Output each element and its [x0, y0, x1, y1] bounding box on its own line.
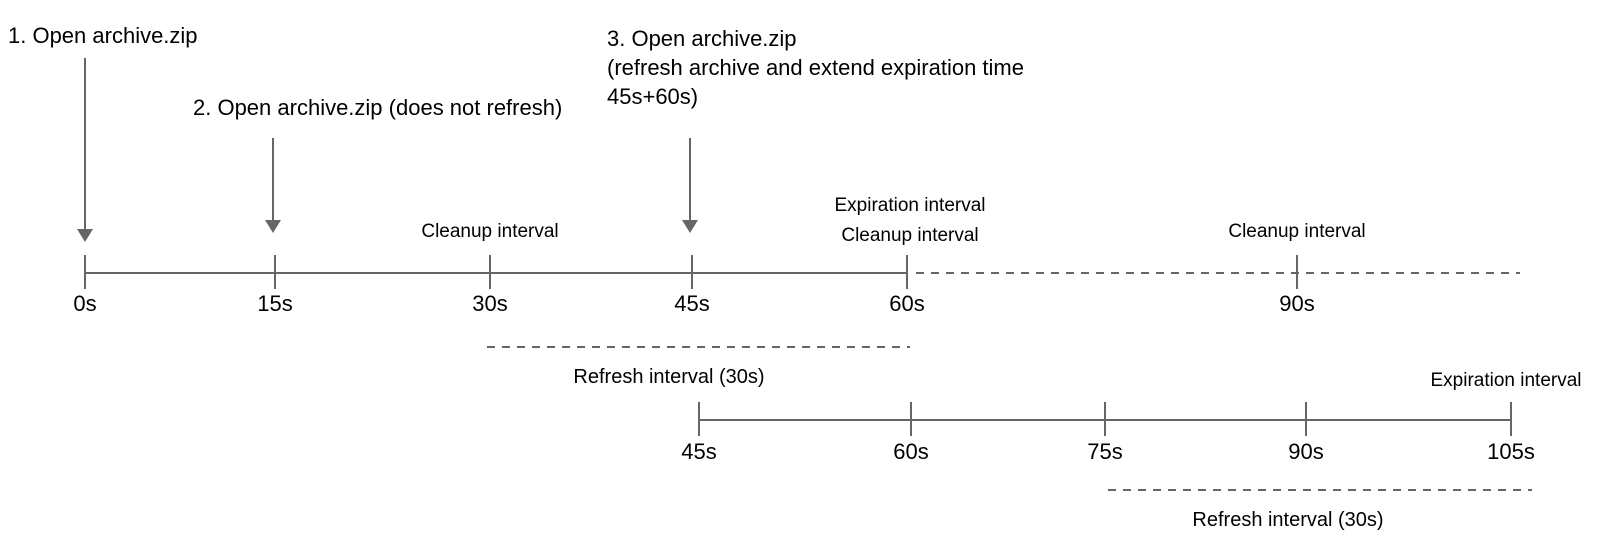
event-3-line-3: 45s+60s) [607, 84, 699, 109]
main-timeline-dashed-extension [916, 272, 1520, 274]
event-3-line-2: (refresh archive and extend expiration t… [607, 55, 1024, 80]
second-tick-label-45s: 45s [681, 439, 717, 464]
main-tick-label-45s: 45s [674, 291, 710, 316]
event-3-line-1: 3. Open archive.zip [607, 26, 797, 51]
main-timeline-line [84, 272, 908, 274]
second-tick-105s [1510, 402, 1512, 436]
second-tick-label-60s: 60s [893, 439, 929, 464]
second-tick-75s [1104, 402, 1106, 436]
event-3-arrowhead-icon [682, 220, 698, 233]
expiration-interval-label-60s: Expiration interval [834, 195, 986, 216]
main-tick-label-0s: 0s [73, 291, 97, 316]
second-tick-60s [910, 402, 912, 436]
main-tick-90s [1296, 255, 1298, 289]
cleanup-interval-label-60s: Cleanup interval [841, 225, 979, 246]
second-tick-label-90s: 90s [1288, 439, 1324, 464]
second-refresh-interval-dashed-line [1108, 489, 1532, 491]
event-3-label: 3. Open archive.zip (refresh archive and… [607, 24, 1024, 111]
main-tick-label-30s: 30s [472, 291, 508, 316]
second-tick-label-105s: 105s [1487, 439, 1535, 464]
event-2-arrowhead-icon [265, 220, 281, 233]
event-2-arrow [272, 138, 274, 221]
expiration-interval-label-105s: Expiration interval [1430, 370, 1582, 391]
main-tick-label-60s: 60s [889, 291, 925, 316]
cleanup-interval-label-90s: Cleanup interval [1228, 221, 1366, 242]
main-refresh-interval-label: Refresh interval (30s) [573, 366, 765, 388]
event-1-arrowhead-icon [77, 229, 93, 242]
event-3-arrow [689, 138, 691, 221]
main-refresh-interval-dashed-line [487, 346, 910, 348]
main-tick-label-15s: 15s [257, 291, 293, 316]
event-1-arrow [84, 58, 86, 230]
main-tick-0s [84, 255, 86, 289]
second-refresh-interval-label: Refresh interval (30s) [1192, 509, 1384, 531]
main-tick-label-90s: 90s [1279, 291, 1315, 316]
main-tick-45s [691, 255, 693, 289]
main-tick-60s [906, 255, 908, 289]
second-tick-45s [698, 402, 700, 436]
second-tick-label-75s: 75s [1087, 439, 1123, 464]
event-2-label: 2. Open archive.zip (does not refresh) [193, 95, 563, 120]
second-tick-90s [1305, 402, 1307, 436]
main-tick-15s [274, 255, 276, 289]
main-tick-30s [489, 255, 491, 289]
event-1-label: 1. Open archive.zip [8, 23, 198, 48]
cleanup-interval-label-30s: Cleanup interval [421, 221, 559, 242]
